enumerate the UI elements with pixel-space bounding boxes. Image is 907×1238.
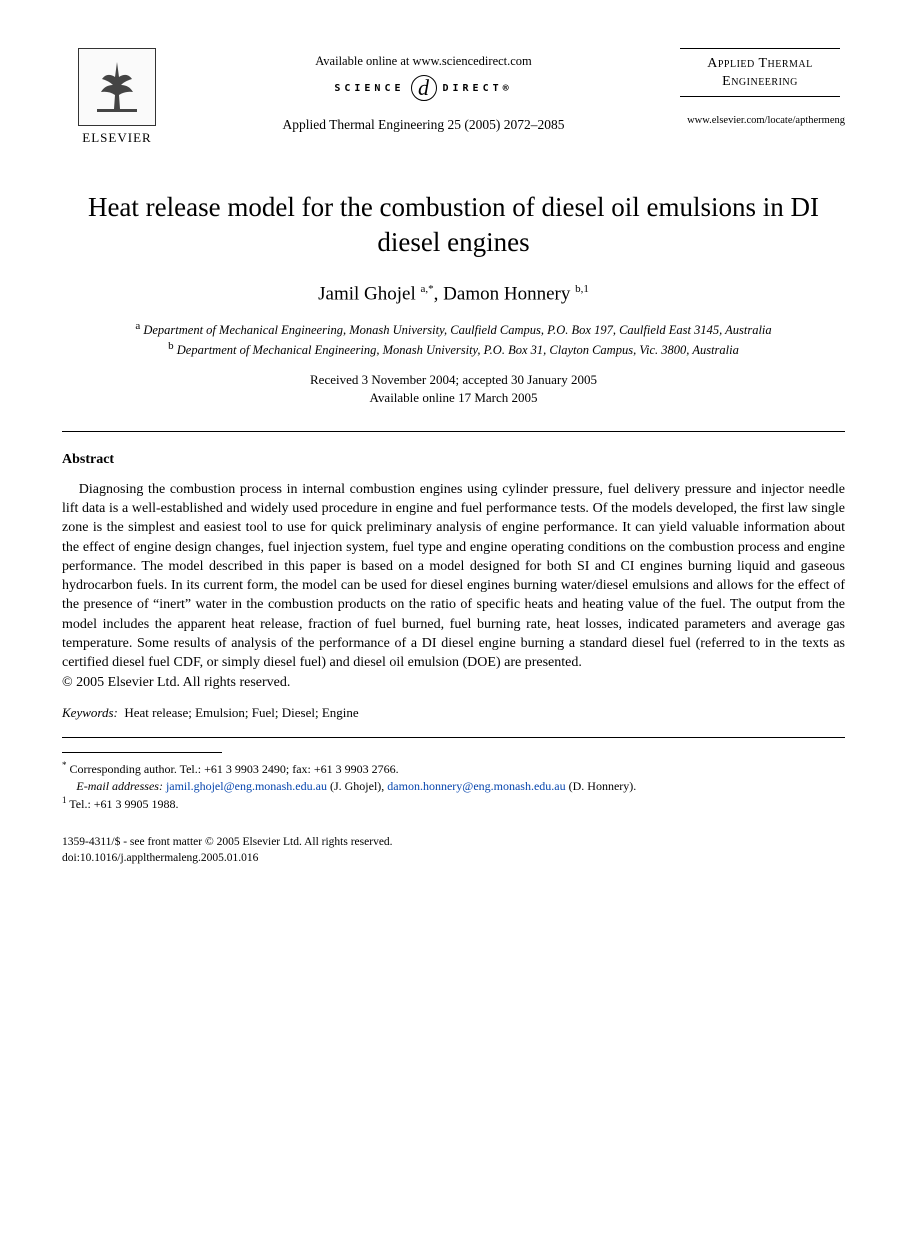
author-1: Jamil Ghojel xyxy=(318,283,416,304)
author-1-marks: a,* xyxy=(421,283,434,295)
email-link-2[interactable]: damon.honnery@eng.monash.edu.au xyxy=(387,779,565,793)
email-1-paren: (J. Ghojel), xyxy=(330,779,384,793)
page-footer: 1359-4311/$ - see front matter © 2005 El… xyxy=(62,835,845,866)
keywords-list: Heat release; Emulsion; Fuel; Diesel; En… xyxy=(124,705,358,720)
locate-url: www.elsevier.com/locate/apthermeng xyxy=(675,115,845,126)
available-online-line: Available online at www.sciencedirect.co… xyxy=(182,54,665,69)
elsevier-tree-icon xyxy=(78,48,156,126)
affil-a-mark: a xyxy=(135,320,140,332)
abstract-body: Diagnosing the combustion process in int… xyxy=(62,480,845,673)
doi-line: doi:10.1016/j.applthermaleng.2005.01.016 xyxy=(62,851,845,867)
footnote-1: 1 Tel.: +61 3 9905 1988. xyxy=(62,794,845,813)
front-matter-line: 1359-4311/$ - see front matter © 2005 El… xyxy=(62,835,845,851)
keywords-line: Keywords: Heat release; Emulsion; Fuel; … xyxy=(62,705,845,721)
affil-a-text: Department of Mechanical Engineering, Mo… xyxy=(143,324,771,338)
header-center: Available online at www.sciencedirect.co… xyxy=(172,48,675,133)
page-header: ELSEVIER Available online at www.science… xyxy=(62,48,845,146)
abstract-heading: Abstract xyxy=(62,452,845,468)
dates-online: Available online 17 March 2005 xyxy=(370,390,538,405)
article-dates: Received 3 November 2004; accepted 30 Ja… xyxy=(62,371,845,406)
sd-text-right: DIRECT® xyxy=(443,83,513,94)
abstract-copyright: © 2005 Elsevier Ltd. All rights reserved… xyxy=(62,675,845,691)
footnote-rule xyxy=(62,752,222,753)
publisher-logo-block: ELSEVIER xyxy=(62,48,172,146)
corresponding-author-note: * Corresponding author. Tel.: +61 3 9903… xyxy=(62,759,845,778)
journal-title-block: Applied Thermal Engineering www.elsevier… xyxy=(675,48,845,126)
rule-below-keywords xyxy=(62,737,845,738)
author-2: Damon Honnery xyxy=(443,283,570,304)
publisher-label: ELSEVIER xyxy=(82,130,151,146)
corr-mark: * xyxy=(62,760,67,770)
journal-name: Applied Thermal Engineering xyxy=(675,55,845,90)
keywords-label: Keywords: xyxy=(62,705,118,720)
affil-b-text: Department of Mechanical Engineering, Mo… xyxy=(177,344,739,358)
sd-d-icon: d xyxy=(411,75,437,101)
dates-received-accepted: Received 3 November 2004; accepted 30 Ja… xyxy=(310,372,597,387)
rule-above-abstract xyxy=(62,431,845,432)
affiliations: a Department of Mechanical Engineering, … xyxy=(62,319,845,359)
footnote-1-mark: 1 xyxy=(62,795,67,805)
footnotes-block: * Corresponding author. Tel.: +61 3 9903… xyxy=(62,759,845,813)
email-link-1[interactable]: jamil.ghojel@eng.monash.edu.au xyxy=(166,779,327,793)
author-2-marks: b,1 xyxy=(575,283,589,295)
email-line: E-mail addresses: jamil.ghojel@eng.monas… xyxy=(62,778,845,795)
footnote-1-text: Tel.: +61 3 9905 1988. xyxy=(69,797,178,811)
email-2-paren: (D. Honnery). xyxy=(569,779,637,793)
affil-b-mark: b xyxy=(168,340,174,352)
citation-line: Applied Thermal Engineering 25 (2005) 20… xyxy=(182,117,665,133)
sd-text-left: SCIENCE xyxy=(334,83,404,94)
email-label: E-mail addresses: xyxy=(76,779,163,793)
corr-text: Corresponding author. Tel.: +61 3 9903 2… xyxy=(70,762,399,776)
sciencedirect-logo: SCIENCE d DIRECT® xyxy=(334,75,512,101)
article-title: Heat release model for the combustion of… xyxy=(62,190,845,259)
authors-line: Jamil Ghojel a,*, Damon Honnery b,1 xyxy=(62,283,845,305)
